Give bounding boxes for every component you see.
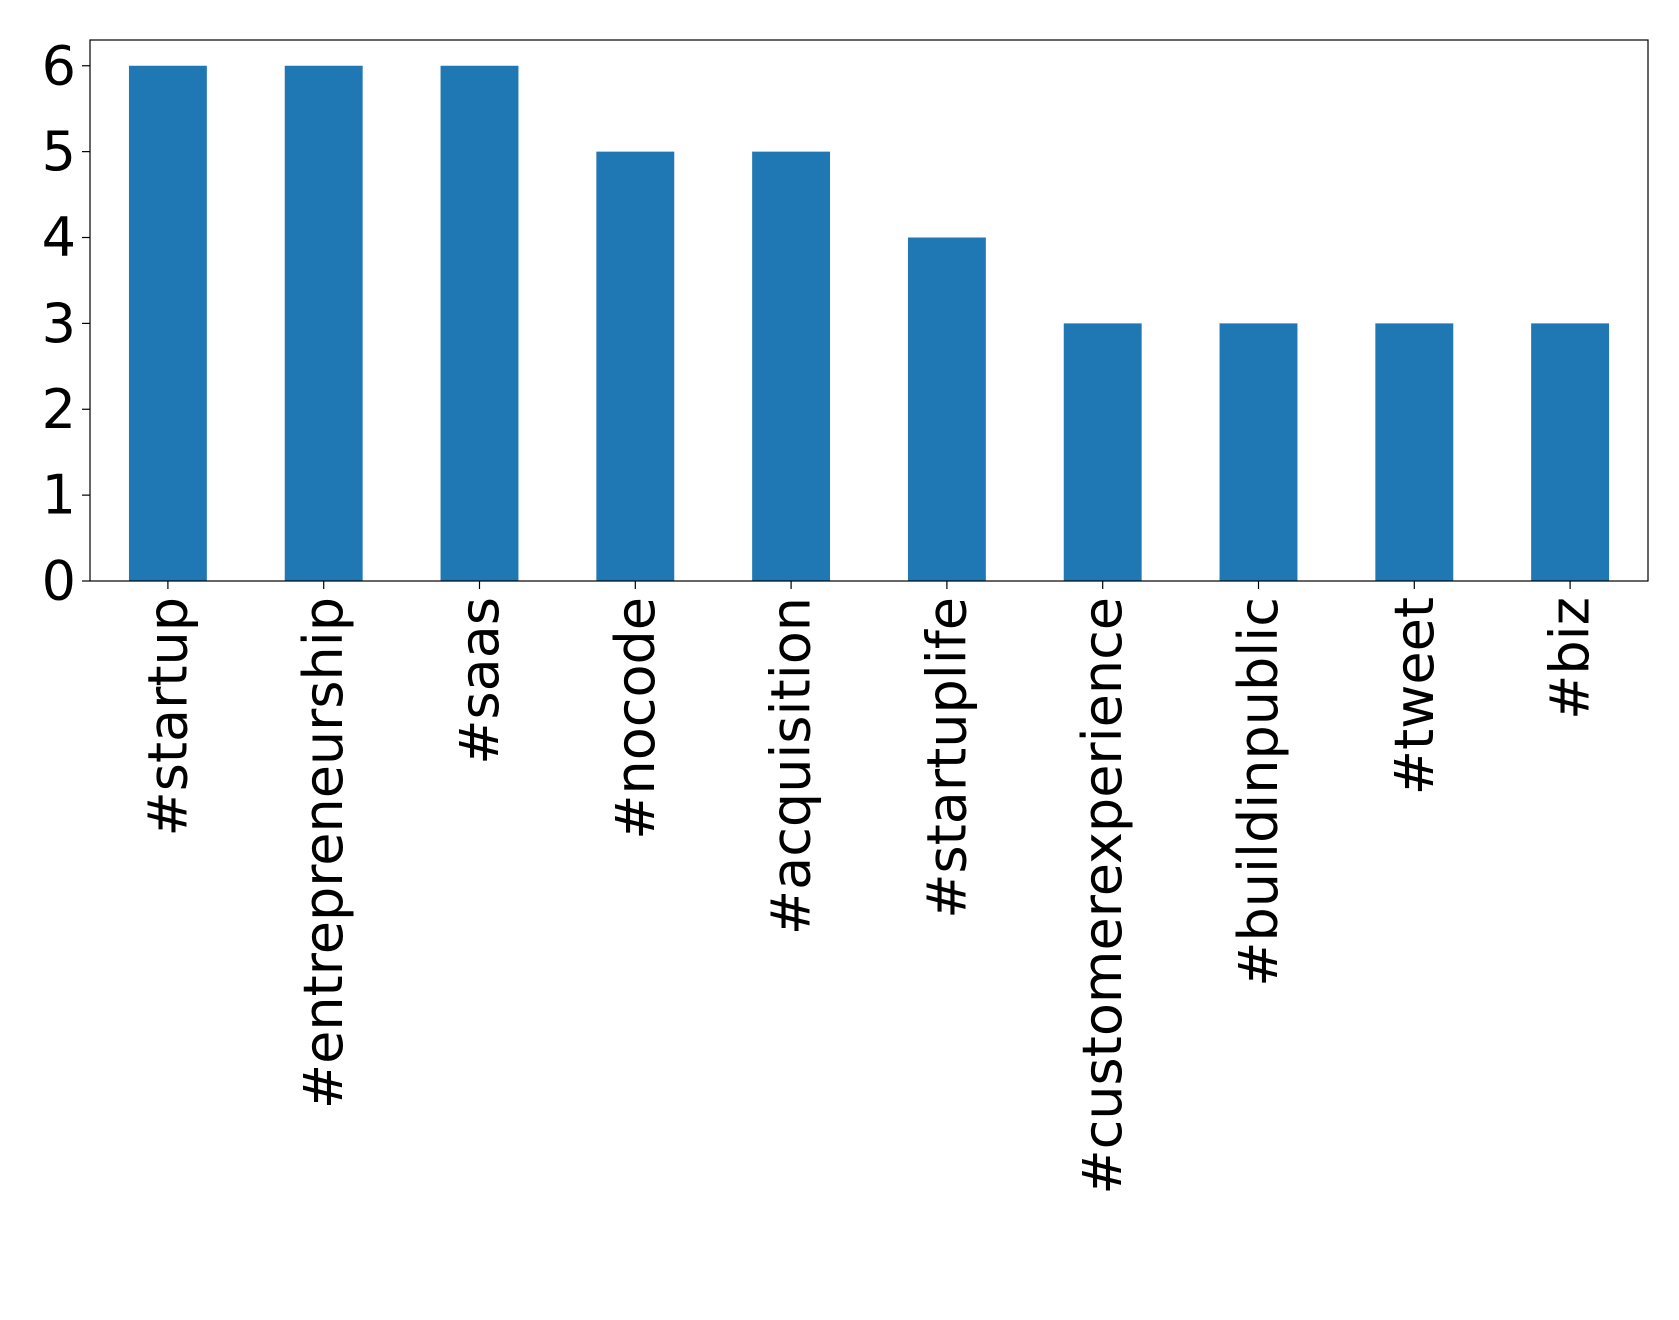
x-tick-label: #tweet xyxy=(1383,597,1446,795)
y-tick-label: 5 xyxy=(42,120,76,183)
x-tick-label: #customerexperience xyxy=(1071,597,1134,1195)
x-tick-label: #biz xyxy=(1539,597,1602,720)
x-tick-label: #startup xyxy=(136,597,199,837)
y-tick-label: 1 xyxy=(42,464,76,527)
bar xyxy=(284,65,363,581)
bar xyxy=(752,151,831,581)
bar xyxy=(1531,323,1610,581)
x-tick-label: #entrepreneurship xyxy=(292,597,355,1109)
bar xyxy=(907,237,986,581)
y-tick-label: 0 xyxy=(42,550,76,613)
y-tick-label: 2 xyxy=(42,378,76,441)
y-tick-label: 6 xyxy=(42,34,76,97)
plot-frame xyxy=(89,39,1649,582)
x-tick-label: #saas xyxy=(448,597,511,765)
x-tick-label: #nocode xyxy=(604,597,667,840)
bar xyxy=(128,65,207,581)
y-tick-label: 4 xyxy=(42,206,76,269)
y-tick-label: 3 xyxy=(42,292,76,355)
bar xyxy=(440,65,519,581)
x-tick-label: #buildinpublic xyxy=(1227,597,1290,987)
x-tick-label: #acquisition xyxy=(760,597,823,935)
bar xyxy=(596,151,675,581)
x-tick-label: #startuplife xyxy=(915,597,978,919)
bar xyxy=(1375,323,1454,581)
bar xyxy=(1219,323,1298,581)
bar xyxy=(1063,323,1142,581)
